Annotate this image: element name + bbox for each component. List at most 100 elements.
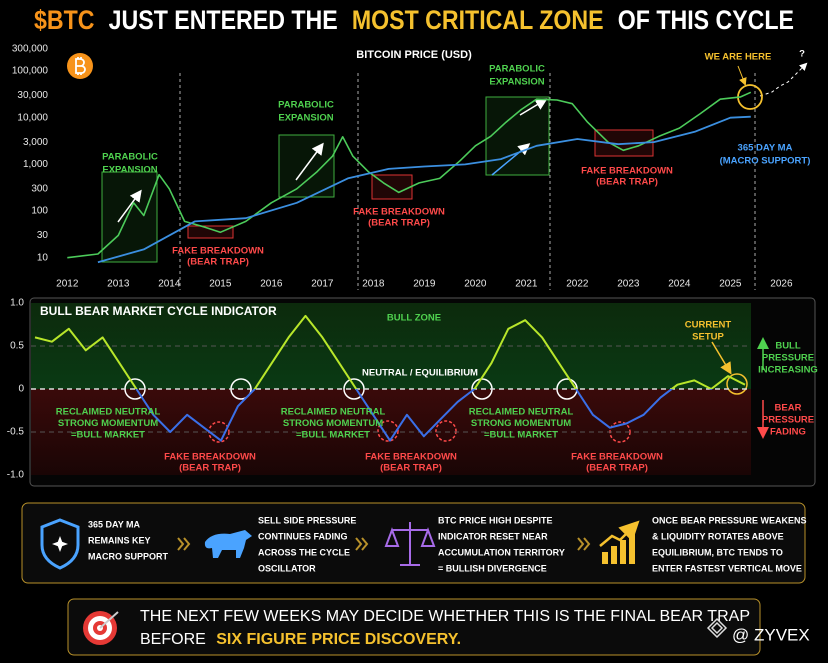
expansion-box bbox=[485, 96, 550, 176]
annotation: BEAR bbox=[775, 403, 802, 414]
headline: $BTC JUST ENTERED THE MOST CRITICAL ZONE… bbox=[34, 5, 794, 35]
annotation: =BULL MARKET bbox=[71, 430, 145, 441]
bitcoin-logo bbox=[67, 53, 93, 79]
info-text: OSCILLATOR bbox=[258, 563, 316, 573]
info-text: EQUILIBRIUM, BTC TENDS TO bbox=[652, 547, 783, 557]
info-text: INDICATOR RESET NEAR bbox=[438, 531, 548, 541]
annotation: (MACRO SUPPORT) bbox=[720, 156, 811, 167]
indicator-line bbox=[34, 314, 746, 442]
watermark-logo bbox=[706, 617, 728, 639]
ma-label: 365 DAY MA bbox=[738, 143, 793, 154]
trend-arrow bbox=[117, 189, 142, 223]
trap-marker bbox=[435, 420, 457, 442]
y-tick-label: 100,000 bbox=[12, 66, 49, 77]
info-icons bbox=[40, 518, 640, 570]
annotation: INCREASING bbox=[758, 365, 818, 376]
headline-text: JUST ENTERED THE bbox=[109, 5, 338, 35]
chevron bbox=[177, 537, 191, 551]
shield-star bbox=[52, 536, 68, 552]
growth-icon bbox=[599, 520, 640, 564]
annotation: PARABOLIC bbox=[102, 152, 158, 163]
pointer bbox=[737, 65, 747, 86]
info-text: ENTER FASTEST VERTICAL MOVE bbox=[652, 563, 802, 573]
expansion-box bbox=[101, 171, 158, 263]
scale-icon bbox=[384, 522, 436, 566]
x-tick-label: 2012 bbox=[56, 279, 79, 290]
x-tick-label: 2024 bbox=[668, 279, 691, 290]
annotation: ? bbox=[799, 49, 805, 60]
info-text: BTC PRICE HIGH DESPITE bbox=[438, 515, 553, 525]
x-tick-label: 2015 bbox=[209, 279, 232, 290]
annotation: NEUTRAL / EQUILIBRIUM bbox=[362, 368, 478, 379]
watermark: @ ZYVEX bbox=[732, 625, 810, 644]
footer-highlight: SIX FIGURE PRICE DISCOVERY. bbox=[216, 631, 461, 648]
y-tick-label: 300 bbox=[31, 183, 48, 194]
annotation: FADING bbox=[770, 427, 806, 438]
chart-title: BITCOIN PRICE (USD) bbox=[356, 49, 472, 61]
annotation: =BULL MARKET bbox=[296, 430, 370, 441]
x-tick-label: 2016 bbox=[260, 279, 283, 290]
info-text: ONCE BEAR PRESSURE WEAKENS bbox=[652, 515, 807, 525]
y-tick-label: 30 bbox=[37, 230, 49, 241]
info-text: REMAINS KEY bbox=[88, 535, 151, 545]
annotation: EXPANSION bbox=[489, 77, 544, 88]
annotation: =BULL MARKET bbox=[484, 430, 558, 441]
annotation: (BEAR TRAP) bbox=[179, 463, 241, 474]
info-text: & LIQUIDITY ROTATES ABOVE bbox=[652, 531, 784, 541]
info-text: = BULLISH DIVERGENCE bbox=[438, 563, 547, 573]
annotation: SETUP bbox=[692, 332, 724, 343]
annotation: PRESSURE bbox=[762, 353, 814, 364]
annotation: PRESSURE bbox=[762, 415, 814, 426]
footer-line: THE NEXT FEW WEEKS MAY DECIDE WHETHER TH… bbox=[140, 608, 750, 625]
headline-text: OF THIS CYCLE bbox=[618, 5, 794, 35]
price-line bbox=[67, 91, 752, 259]
info-text: ACROSS THE CYCLE bbox=[258, 547, 350, 557]
x-tick-label: 2022 bbox=[566, 279, 589, 290]
annotation: EXPANSION bbox=[102, 165, 157, 176]
annotation: BULL bbox=[775, 341, 801, 352]
annotation: EXPANSION bbox=[278, 113, 333, 124]
annotation: STRONG MOMENTUM bbox=[58, 418, 158, 429]
target-icon bbox=[83, 611, 119, 645]
annotation: FAKE BREAKDOWN bbox=[365, 452, 457, 463]
footer-box bbox=[67, 598, 761, 656]
trend-arrow bbox=[519, 98, 548, 116]
x-tick-label: 2021 bbox=[515, 279, 538, 290]
annotation: (BEAR TRAP) bbox=[380, 463, 442, 474]
y-tick-label: 300,000 bbox=[12, 43, 49, 54]
trend-arrow bbox=[491, 143, 531, 176]
current-marker bbox=[726, 373, 748, 395]
annotation: CURRENT bbox=[685, 320, 732, 331]
x-tick-label: 2020 bbox=[464, 279, 487, 290]
y-tick-label: 10,000 bbox=[17, 112, 48, 123]
info-text: ACCUMULATION TERRITORY bbox=[438, 547, 565, 557]
annotation: FAKE BREAKDOWN bbox=[353, 207, 445, 218]
annotation: RECLAIMED NEUTRAL bbox=[281, 407, 386, 418]
x-tick-label: 2026 bbox=[770, 279, 793, 290]
y-tick-label: 0 bbox=[18, 384, 24, 395]
annotation: PARABOLIC bbox=[489, 64, 545, 75]
y-tick-label: 10 bbox=[37, 252, 49, 263]
annotation: (BEAR TRAP) bbox=[368, 218, 430, 229]
annotation: (BEAR TRAP) bbox=[586, 463, 648, 474]
breakdown-box bbox=[187, 225, 234, 239]
chevron bbox=[577, 537, 591, 551]
annotation: FAKE BREAKDOWN bbox=[172, 246, 264, 257]
annotation: FAKE BREAKDOWN bbox=[581, 166, 673, 177]
y-tick-label: 30,000 bbox=[17, 90, 48, 101]
info-text: 365 DAY MA bbox=[88, 519, 141, 529]
projection bbox=[759, 62, 808, 97]
x-tick-label: 2018 bbox=[362, 279, 385, 290]
trap-marker bbox=[377, 420, 399, 442]
y-tick-label: -1.0 bbox=[7, 470, 25, 481]
y-tick-label: 1.0 bbox=[10, 298, 24, 309]
x-tick-label: 2023 bbox=[617, 279, 640, 290]
chevron bbox=[355, 537, 369, 551]
headline-ticker: $BTC bbox=[34, 5, 94, 35]
trend-arrow bbox=[295, 142, 324, 181]
headline-highlight: MOST CRITICAL ZONE bbox=[352, 5, 604, 35]
x-tick-label: 2019 bbox=[413, 279, 436, 290]
info-text: SELL SIDE PRESSURE bbox=[258, 515, 356, 525]
